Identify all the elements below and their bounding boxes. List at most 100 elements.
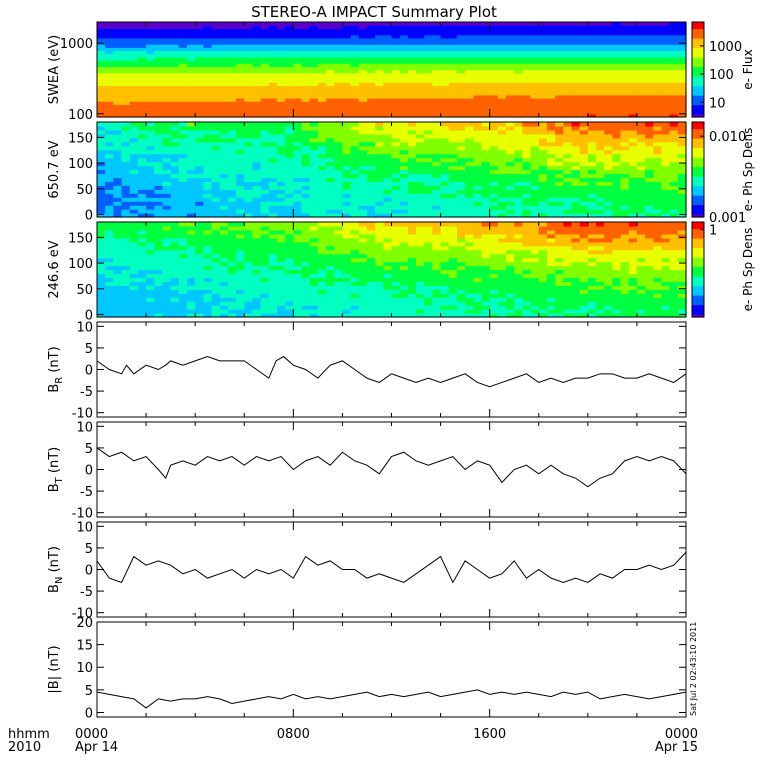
heatmap-cell [334,31,344,36]
heatmap-cell [612,149,622,155]
heatmap-cell [268,129,278,135]
heatmap-cell [268,197,278,202]
heatmap-cell [293,161,303,167]
heatmap-cell [440,313,450,318]
heatmap-cell [244,181,254,186]
heatmap-cell [579,169,589,175]
heatmap-cell [456,209,466,214]
heatmap-cell [407,69,417,74]
heatmap-cell [252,313,262,318]
heatmap-cell [154,173,164,179]
heatmap-cell [236,185,245,190]
heatmap-cell [538,289,548,294]
heatmap-cell [604,265,613,271]
heatmap-cell [587,297,597,302]
heatmap-cell [571,137,581,143]
heatmap-cell [178,301,188,306]
heatmap-cell [596,25,605,29]
heatmap-cell [162,25,172,29]
heatmap-cell [203,72,213,77]
heatmap-cell [186,107,196,112]
heatmap-cell [620,293,630,298]
heatmap-cell [522,177,532,182]
heatmap-cell [473,82,483,86]
heatmap-cell [113,157,123,163]
heatmap-cell [285,66,294,71]
heatmap-cell [653,122,663,127]
heatmap-cell [121,273,131,279]
heatmap-cell [473,209,483,214]
heatmap-cell [121,44,131,48]
heatmap-cell [628,60,638,64]
heatmap-cell [538,113,548,118]
heatmap-cell [579,285,589,290]
heatmap-cell [465,197,474,202]
colorbar-step [692,88,704,92]
heatmap-cell [252,305,262,310]
heatmap-cell [129,309,139,314]
heatmap-cell [276,113,286,118]
heatmap-cell [587,149,597,155]
heatmap-cell [252,41,262,45]
heatmap-cell [366,193,376,198]
heatmap-cell [628,301,638,306]
heatmap-cell [195,72,204,77]
heatmap-cell [252,37,262,42]
heatmap-cell [407,277,417,282]
heatmap-cell [497,82,507,86]
heatmap-cell [448,177,458,182]
heatmap-cell [571,153,581,159]
heatmap-cell [342,149,352,155]
heatmap-cell [579,301,589,306]
heatmap-cell [661,169,671,175]
heatmap-cell [596,88,605,93]
heatmap-cell [154,28,164,33]
heatmap-cell [113,53,123,58]
heatmap-cell [186,313,196,318]
heatmap-cell [636,88,646,93]
heatmap-cell [571,28,581,33]
heatmap-cell [506,91,515,96]
heatmap-cell [227,309,237,314]
heatmap-cell [587,177,597,182]
heatmap-cell [522,141,532,147]
heatmap-cell [97,205,106,210]
heatmap-cell [546,281,556,286]
heatmap-cell [350,313,360,318]
heatmap-cell [113,66,123,71]
heatmap-cell [661,173,671,179]
heatmap-cell [317,66,327,71]
heatmap-cell [424,63,433,67]
heatmap-cell [440,161,450,167]
heatmap-cell [432,85,442,90]
heatmap-cell [113,277,123,282]
heatmap-cell [236,141,245,147]
heatmap-cell [121,25,131,29]
heatmap-cell [276,41,286,45]
heatmap-cell [669,193,679,198]
heatmap-cell [252,297,262,302]
heatmap-cell [137,125,147,131]
heatmap-cell [538,60,548,64]
heatmap-cell [538,161,548,167]
heatmap-cell [129,88,139,93]
heatmap-cell [350,25,360,29]
heatmap-cell [260,301,270,306]
heatmap-cell [530,75,540,80]
heatmap-cell [596,157,605,163]
heatmap-cell [162,181,172,186]
heatmap-cell [227,169,237,175]
heatmap-cell [260,88,270,93]
heatmap-cell [366,205,376,210]
heatmap-cell [612,193,622,198]
heatmap-cell [105,66,114,71]
heatmap-cell [276,193,286,198]
heatmap-cell [645,113,654,118]
heatmap-cell [432,110,442,115]
heatmap-cell [669,173,679,179]
heatmap-cell [317,265,327,271]
heatmap-cell [203,309,213,314]
heatmap-cell [563,301,573,306]
heatmap-cell [350,75,360,80]
heatmap-cell [244,34,254,39]
